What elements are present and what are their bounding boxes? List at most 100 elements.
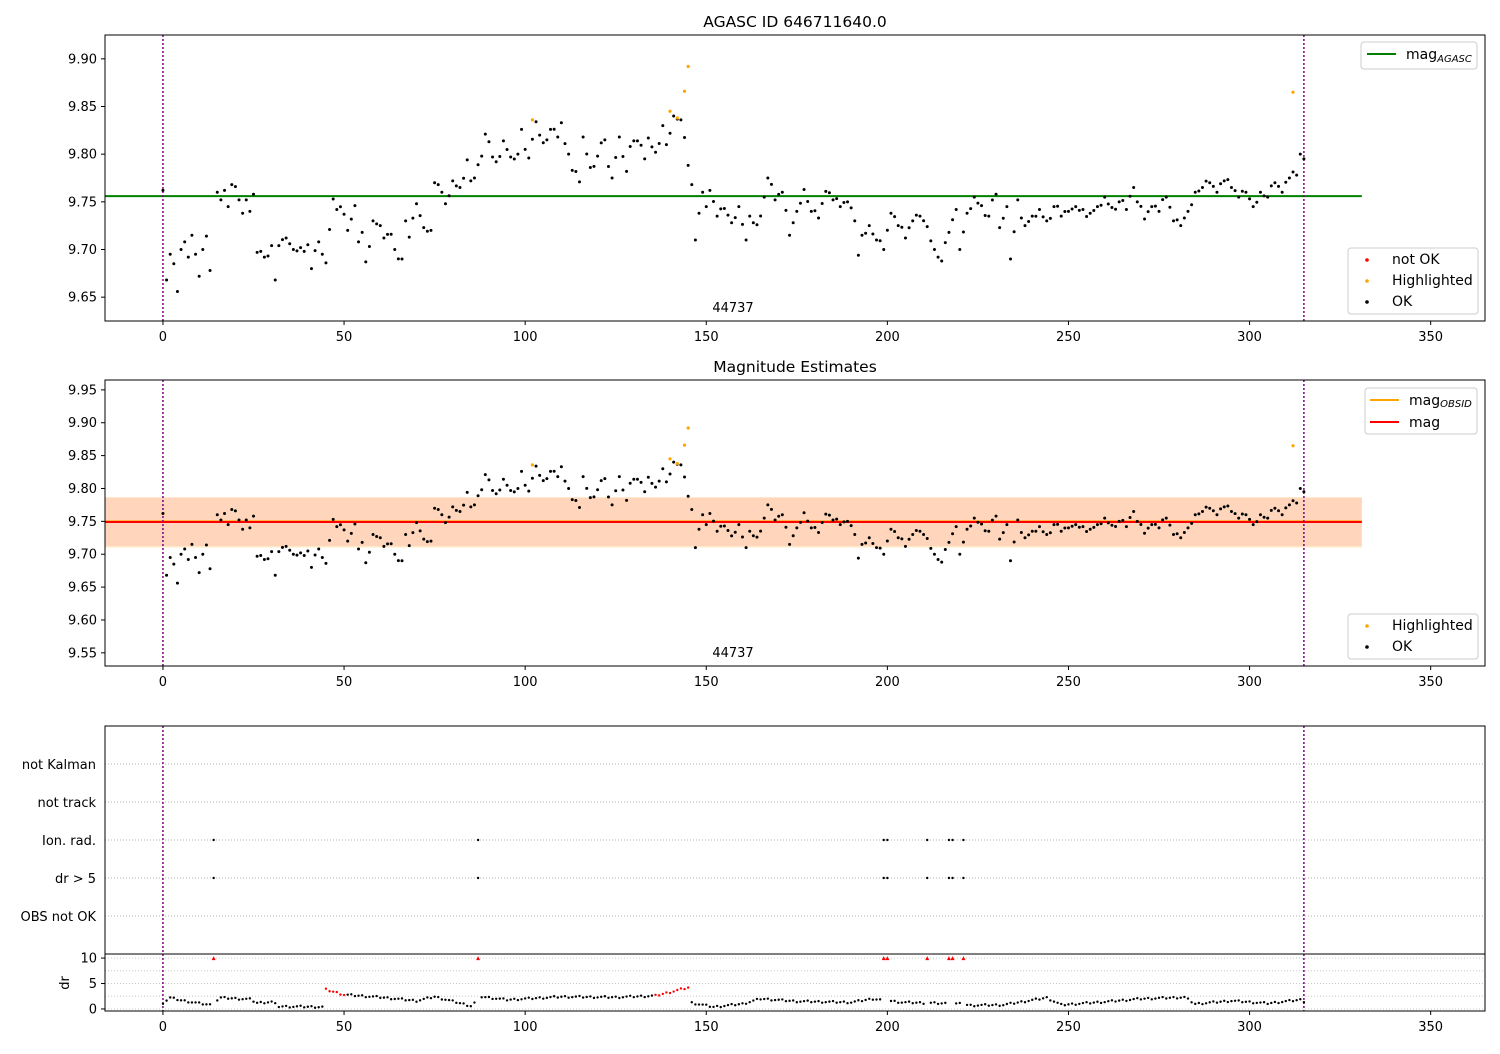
ok-point xyxy=(299,551,303,555)
dr-point xyxy=(190,1001,194,1004)
ok-point xyxy=(748,529,752,533)
ok-point xyxy=(549,127,553,131)
ok-point xyxy=(654,150,658,154)
ok-point xyxy=(244,518,248,522)
ok-point xyxy=(791,221,795,225)
ok-point xyxy=(208,567,212,571)
dr-point xyxy=(795,1001,799,1004)
dr-point xyxy=(342,993,346,997)
legend-marker xyxy=(1365,645,1369,649)
ok-point xyxy=(1226,178,1230,182)
legend-subscript: OBSID xyxy=(1440,399,1472,410)
dr-point xyxy=(842,1000,846,1003)
ok-point xyxy=(777,192,781,196)
dr-point xyxy=(368,995,371,999)
ok-point xyxy=(494,492,498,496)
panel-dr: 0 50 100 150 200 250 300 350 0 5 10 dr xyxy=(58,952,1486,1035)
ok-point xyxy=(737,205,741,209)
flag-label: dr > 5 xyxy=(55,872,96,887)
dr-point xyxy=(853,1000,856,1003)
ok-point xyxy=(849,206,853,210)
ok-point xyxy=(882,552,886,556)
ok-point xyxy=(1266,516,1270,520)
ok-point xyxy=(849,524,853,528)
ok-point xyxy=(690,183,694,187)
legend-marker xyxy=(1365,300,1369,304)
ok-point xyxy=(414,521,418,525)
dr-point xyxy=(571,995,574,999)
ok-point xyxy=(592,164,596,168)
ok-point xyxy=(284,544,288,548)
dr-gridlines xyxy=(105,957,1485,1010)
ok-point xyxy=(313,249,317,253)
ok-point xyxy=(1302,490,1306,494)
ok-point xyxy=(396,257,400,261)
dr-point xyxy=(281,1005,284,1008)
dr-point xyxy=(603,995,607,998)
ok-point xyxy=(1255,520,1259,524)
y-axis-label: dr xyxy=(58,976,73,990)
x-tick-label: 250 xyxy=(1056,675,1081,690)
ok-point xyxy=(856,556,860,560)
ok-point xyxy=(1190,203,1194,207)
legend-marker xyxy=(1365,258,1369,262)
ok-point xyxy=(422,226,426,230)
dr-point xyxy=(1168,996,1172,999)
ok-point xyxy=(458,509,462,513)
dr-point xyxy=(527,996,530,999)
dr-point xyxy=(994,1003,998,1006)
ok-point xyxy=(998,537,1002,541)
dr-point xyxy=(1070,1002,1074,1005)
ok-point xyxy=(219,518,223,522)
ok-point xyxy=(1135,519,1139,523)
dr-point xyxy=(408,998,411,1002)
ok-point xyxy=(1287,176,1291,180)
ok-point xyxy=(639,480,643,484)
ok-point xyxy=(1095,205,1099,209)
ok-point xyxy=(273,573,277,577)
ok-point xyxy=(650,145,654,149)
y-tick-label: 9.90 xyxy=(68,416,97,431)
ok-point xyxy=(386,232,390,236)
ok-point xyxy=(469,179,473,183)
ok-point xyxy=(730,534,734,538)
ok-point xyxy=(1197,189,1201,193)
ok-point xyxy=(255,554,259,558)
ok-point xyxy=(951,532,955,536)
dr-point xyxy=(1045,995,1048,999)
highlighted-point xyxy=(530,118,535,122)
ok-point xyxy=(617,475,621,479)
ok-point xyxy=(733,530,737,534)
dr-point xyxy=(828,1000,831,1003)
highlighted-point xyxy=(675,461,679,466)
ok-point xyxy=(654,485,658,489)
ok-point xyxy=(458,186,462,190)
dr-point xyxy=(335,990,339,994)
ok-point xyxy=(940,560,944,564)
svg-text:magOBSID: magOBSID xyxy=(1409,393,1472,410)
dr-point xyxy=(397,997,400,1000)
dr-point xyxy=(1237,999,1240,1002)
ok-point xyxy=(936,255,940,259)
dr-point xyxy=(473,1001,476,1004)
ok-point xyxy=(1121,518,1125,522)
dr-point xyxy=(976,1004,980,1007)
ok-point xyxy=(625,169,629,173)
ok-point xyxy=(320,252,324,256)
ok-point xyxy=(737,523,741,527)
ok-point xyxy=(588,496,592,500)
x-tick-label: 300 xyxy=(1237,1020,1262,1035)
x-tick-label: 50 xyxy=(336,330,353,345)
ok-point xyxy=(1215,190,1219,194)
ok-point xyxy=(1273,506,1277,510)
ok-point xyxy=(885,539,889,543)
ok-point xyxy=(740,222,744,226)
ok-point xyxy=(1099,203,1103,207)
ok-point xyxy=(324,561,328,565)
dr-point xyxy=(226,997,230,1000)
highlighted-points xyxy=(530,426,1295,467)
ok-point xyxy=(219,198,223,202)
ok-point xyxy=(893,215,897,219)
ok-point xyxy=(936,557,940,561)
ok-point xyxy=(1074,205,1078,209)
